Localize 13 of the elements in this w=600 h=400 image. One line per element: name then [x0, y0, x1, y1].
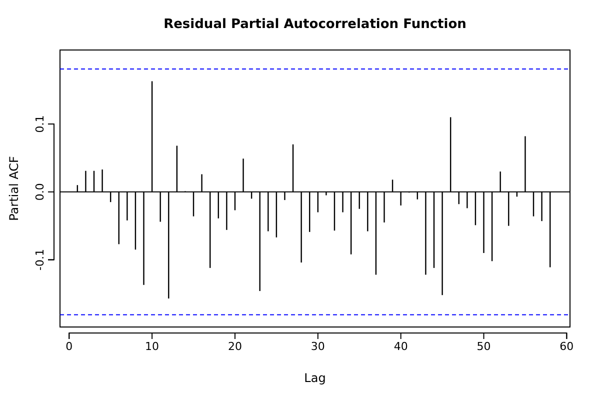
x-tick-label: 20: [228, 340, 242, 353]
x-tick-label: 40: [394, 340, 408, 353]
y-tick-label: 0.1: [34, 115, 47, 133]
y-tick-label: 0.0: [34, 183, 47, 201]
y-axis-title: Partial ACF: [7, 156, 22, 221]
x-tick-label: 50: [476, 340, 491, 353]
x-tick-label: 30: [310, 340, 325, 353]
x-axis-title: Lag: [304, 371, 326, 385]
chart-title: Residual Partial Autocorrelation Function: [164, 17, 466, 32]
y-tick-label: -0.1: [34, 249, 47, 271]
x-tick-label: 60: [560, 340, 574, 353]
x-tick-label: 0: [66, 340, 73, 353]
x-tick-label: 10: [145, 340, 160, 353]
